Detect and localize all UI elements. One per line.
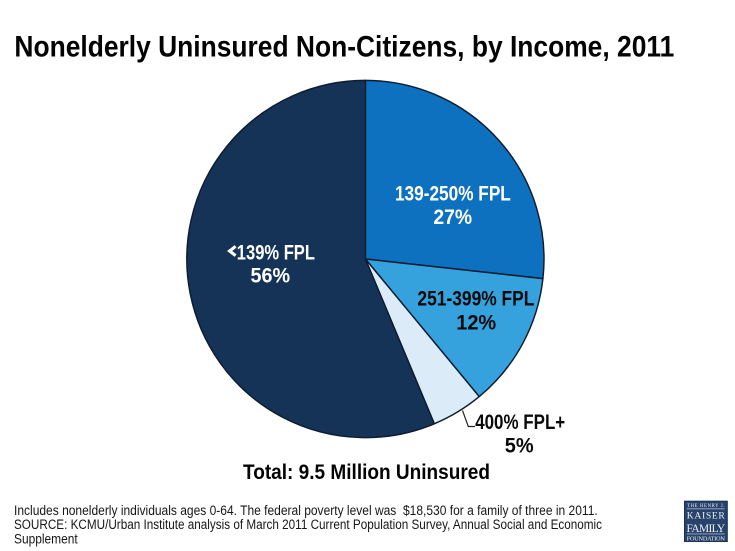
svg-text:KAISER: KAISER: [687, 511, 726, 522]
svg-text:5%: 5%: [505, 434, 534, 458]
svg-text:56%: 56%: [251, 264, 291, 288]
svg-text:Supplement: Supplement: [14, 531, 78, 547]
svg-text:251-399% FPL: 251-399% FPL: [417, 287, 534, 311]
svg-text:THE HENRY J.: THE HENRY J.: [687, 504, 725, 509]
svg-text:400% FPL+: 400% FPL+: [475, 410, 565, 434]
svg-text:27%: 27%: [433, 205, 472, 229]
svg-text:139% FPL: 139% FPL: [237, 241, 315, 265]
svg-text:SOURCE: KCMU/Urban Institute a: SOURCE: KCMU/Urban Institute analysis of…: [14, 517, 602, 532]
svg-text:139-250% FPL: 139-250% FPL: [395, 182, 511, 206]
svg-text:12%: 12%: [456, 311, 496, 335]
svg-text:Includes nonelderly individual: Includes nonelderly individuals ages 0-6…: [14, 502, 598, 518]
svg-text:FAMILY: FAMILY: [687, 523, 726, 535]
svg-text:Total: 9.5 Million Uninsured: Total: 9.5 Million Uninsured: [243, 461, 490, 484]
svg-text:Nonelderly Uninsured Non-Citiz: Nonelderly Uninsured Non-Citizens, by In…: [14, 30, 674, 63]
svg-text:FOUNDATION: FOUNDATION: [687, 536, 726, 543]
